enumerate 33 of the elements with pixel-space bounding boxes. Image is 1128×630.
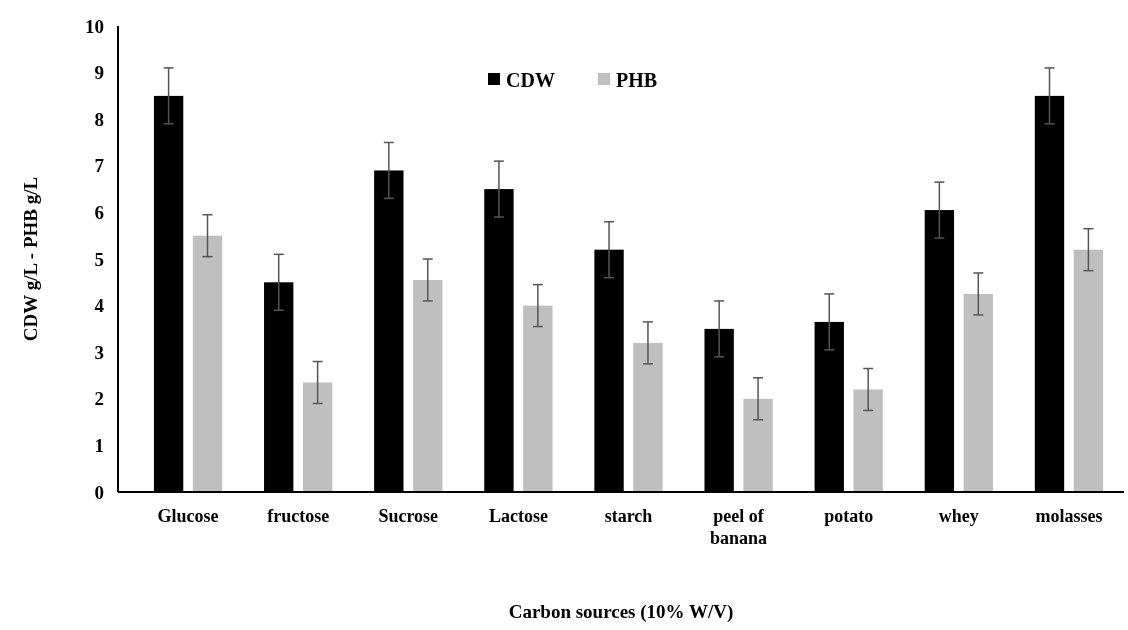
legend-label: PHB [616,69,658,91]
bar [192,235,223,492]
x-tick-label: peel of banana [710,506,768,548]
x-tick-label: molasses [1035,506,1103,526]
bar [302,382,333,492]
bar [633,342,663,492]
x-tick-label: whey [938,506,979,526]
y-tick-label: 4 [94,295,105,317]
x-tick-label: Sucrose [378,506,439,526]
y-axis-title: CDW g/L - PHB g/L [19,176,41,342]
y-tick-label: 5 [94,248,104,270]
y-tick-label: 8 [94,108,104,130]
x-tick-label: Lactose [488,506,548,526]
y-tick-label: 7 [94,155,105,177]
y-tick-label: 6 [94,202,104,224]
x-tick-label: Glucose [157,506,219,526]
y-tick-label: 10 [85,15,104,37]
bar [1073,249,1104,492]
y-tick-label: 0 [94,481,104,503]
bar [413,279,443,492]
y-tick-label: 3 [94,341,104,363]
y-tick-label: 9 [94,62,104,84]
bar [853,389,883,492]
x-tick-label: starch [604,506,653,526]
x-axis-title: Carbon sources (10% W/V) [508,601,734,623]
legend-label: CDW [506,69,555,91]
x-tick-label: potato [824,506,874,526]
y-tick-label: 2 [94,388,104,410]
y-tick-label: 1 [94,435,104,457]
bar [523,305,553,492]
bar [963,293,993,492]
x-tick-label: fructose [267,506,330,526]
bar [743,398,773,492]
